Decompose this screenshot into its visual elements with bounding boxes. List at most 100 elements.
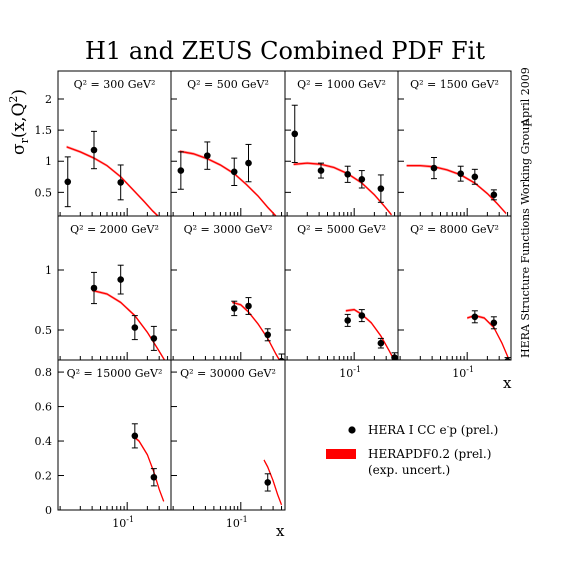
data-point xyxy=(490,191,498,199)
data-point xyxy=(291,130,299,138)
panel-q2-1000 xyxy=(291,104,393,216)
data-point xyxy=(278,357,285,360)
data-point xyxy=(344,317,351,324)
panel-frame xyxy=(57,70,172,217)
panel-frame xyxy=(57,359,172,511)
side-date: April 2009 xyxy=(519,67,532,127)
x-tick-exponent: -1 xyxy=(126,515,134,524)
fit-band xyxy=(293,161,392,216)
panel-q2-1500 xyxy=(406,157,507,215)
y-tick-label: 1 xyxy=(45,155,52,168)
y-tick-label: 0.5 xyxy=(35,186,53,199)
y-tick-label: 0.4 xyxy=(35,435,53,448)
panel-frame xyxy=(170,359,286,511)
panel-q2-5000 xyxy=(344,308,398,360)
panel-label: Q² = 500 GeV² xyxy=(187,78,269,91)
legend-fit-label: HERAPDF0.2 (prel.) xyxy=(368,447,491,461)
data-point xyxy=(230,305,238,312)
legend-fit-note: (exp. uncert.) xyxy=(368,463,450,477)
fit-band xyxy=(406,164,507,215)
panel-label: Q² = 2000 GeV² xyxy=(70,223,159,236)
y-label-args: (x,Q xyxy=(9,103,29,139)
data-point xyxy=(264,479,272,486)
fit-band xyxy=(467,314,510,360)
x-tick-label: 10-1 xyxy=(112,515,134,530)
panel-label: Q² = 30000 GeV² xyxy=(180,367,276,380)
data-point xyxy=(230,168,238,176)
y-tick-label: 0 xyxy=(45,504,52,517)
y-tick-label: 0.2 xyxy=(35,470,53,483)
legend-data-label: HERA I CC e-p (prel.) xyxy=(368,422,498,437)
y-tick-label: 0.5 xyxy=(35,324,53,337)
data-point xyxy=(504,357,511,360)
y-label-symbol: σ xyxy=(9,143,29,155)
panel-frame xyxy=(397,215,512,361)
fit-curve xyxy=(345,308,395,360)
x-tick-exponent: -1 xyxy=(466,365,474,374)
panel-q2-2000 xyxy=(90,264,166,360)
data-point xyxy=(90,284,98,292)
data-point xyxy=(245,159,252,167)
data-point xyxy=(150,473,158,481)
data-point xyxy=(430,164,438,172)
legend: HERA I CC e-p (prel.) HERAPDF0.2 (prel.)… xyxy=(326,422,498,477)
data-point xyxy=(177,167,185,174)
fit-band xyxy=(179,149,276,216)
data-point xyxy=(344,171,351,178)
panel-q2-30000 xyxy=(263,458,283,507)
fit-band xyxy=(232,301,281,360)
data-point xyxy=(131,324,139,331)
data-point xyxy=(204,152,211,159)
panel-label: Q² = 3000 GeV² xyxy=(184,223,273,236)
x-tick-base: 10 xyxy=(339,367,353,380)
chart-title: H1 and ZEUS Combined PDF Fit xyxy=(85,37,485,65)
data-point xyxy=(377,185,385,192)
x-tick-label: 10-1 xyxy=(452,365,474,380)
fit-curve xyxy=(66,146,159,216)
data-point xyxy=(391,354,398,360)
y-tick-label: 2 xyxy=(45,93,52,106)
fit-curve xyxy=(179,150,277,216)
panel-frame xyxy=(170,70,286,217)
panel-label: Q² = 15000 GeV² xyxy=(67,367,163,380)
x-tick-base: 10 xyxy=(452,367,466,380)
fit-curve xyxy=(232,301,281,360)
data-point xyxy=(117,276,124,283)
data-point xyxy=(471,313,479,321)
panel-q2-3000 xyxy=(230,297,285,360)
x-tick-base: 10 xyxy=(226,517,240,530)
y-tick-label: 0.8 xyxy=(35,366,53,379)
y-label-superscript: 2 xyxy=(7,96,20,103)
y-tick-label: 0.6 xyxy=(35,401,53,414)
data-point xyxy=(471,173,479,181)
data-point xyxy=(117,179,124,186)
fit-curve xyxy=(263,459,283,506)
fit-curve xyxy=(293,162,393,216)
panel-label: Q² = 5000 GeV² xyxy=(297,223,386,236)
panel-q2-300 xyxy=(64,130,160,216)
legend-data-marker xyxy=(348,426,356,434)
data-point xyxy=(245,302,252,310)
legend-data-tail: p (prel.) xyxy=(449,423,498,437)
x-axis-label-row3: x xyxy=(276,522,285,540)
x-tick-base: 10 xyxy=(112,517,126,530)
legend-data-sup: - xyxy=(447,422,450,431)
y-tick-label: 1.5 xyxy=(35,124,53,137)
y-label-close: ) xyxy=(9,89,29,96)
data-point xyxy=(358,312,366,319)
x-axis-label-row2: x xyxy=(503,374,512,392)
y-axis-label: σr(x,Q2) xyxy=(7,89,31,155)
data-point xyxy=(317,167,325,174)
fit-curve xyxy=(132,435,165,502)
data-point xyxy=(358,175,366,183)
x-tick-exponent: -1 xyxy=(353,365,361,374)
panel-q2-15000 xyxy=(131,423,165,503)
side-group: HERA Structure Functions Working Group xyxy=(519,120,532,358)
panel-q2-500 xyxy=(177,141,277,216)
fit-band xyxy=(66,145,160,216)
y-tick-label: 1 xyxy=(45,264,52,277)
panel-label: Q² = 300 GeV² xyxy=(74,78,156,91)
